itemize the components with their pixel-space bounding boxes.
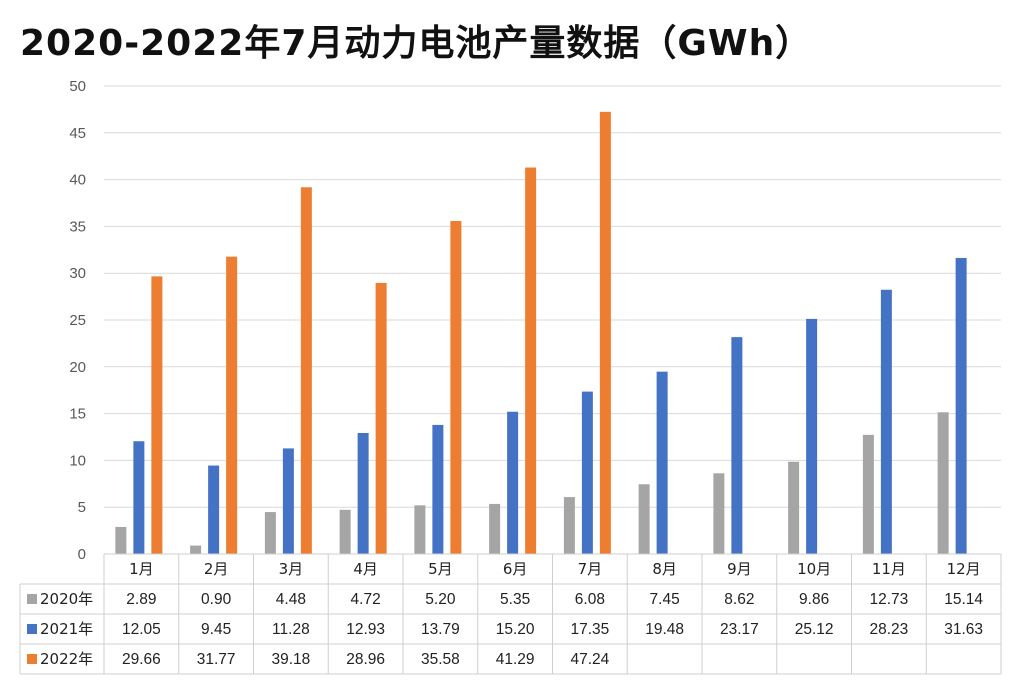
- legend-label: 2020年: [40, 590, 93, 608]
- bar-2022年-3月: [300, 187, 312, 554]
- data-label: 6.08: [575, 591, 605, 608]
- data-label: 19.48: [645, 621, 684, 638]
- bar-2021年-7月: [581, 391, 593, 554]
- data-label: 8.62: [724, 591, 754, 608]
- y-tick-label: 45: [69, 125, 86, 142]
- bar-2020年-8月: [638, 484, 650, 554]
- bar-2022年-4月: [375, 282, 387, 554]
- bar-2021年-4月: [357, 432, 369, 554]
- bar-2021年-3月: [282, 448, 294, 554]
- bar-2021年-9月: [731, 337, 743, 554]
- data-label: 15.20: [496, 621, 535, 638]
- data-label: 28.23: [869, 621, 908, 638]
- bar-2020年-3月: [264, 512, 276, 554]
- data-label: 28.96: [346, 651, 385, 668]
- gridlines: [104, 85, 1001, 555]
- data-label: 31.63: [944, 621, 983, 638]
- data-table: 1月 2月 3月 4月 5月 6月 7月 8月 9月 10月 11月 12月 2020年 2.89 0.90…: [19, 553, 1002, 675]
- data-label: 17.35: [570, 621, 609, 638]
- data-label: 23.17: [720, 621, 759, 638]
- y-tick-label: 20: [69, 359, 86, 376]
- data-label: 4.72: [351, 591, 381, 608]
- bar-2020年-5月: [414, 505, 426, 554]
- x-tick-label: 11月: [872, 560, 906, 578]
- legend-label: 2021年: [40, 620, 93, 638]
- y-tick-label: 40: [69, 172, 86, 189]
- x-tick-label: 1月: [129, 560, 154, 578]
- data-label: 4.48: [276, 591, 306, 608]
- x-tick-label: 3月: [279, 560, 304, 578]
- y-tick-label: 50: [69, 78, 86, 95]
- data-label: 2.89: [126, 591, 156, 608]
- data-label: 31.77: [197, 651, 236, 668]
- x-tick-label: 10月: [797, 560, 831, 578]
- data-label: 12.93: [346, 621, 385, 638]
- data-label: 13.79: [421, 621, 460, 638]
- legend-swatch-2020年: [27, 594, 37, 604]
- chart-title: 2020-2022年7月动力电池产量数据（GWh）: [20, 23, 813, 64]
- data-label: 41.29: [496, 651, 535, 668]
- legend-swatch-2022年: [27, 654, 37, 664]
- bars: [115, 111, 967, 555]
- bar-2021年-8月: [656, 371, 668, 554]
- data-label: 5.35: [500, 591, 530, 608]
- x-tick-label: 2月: [204, 560, 229, 578]
- data-label: 9.45: [201, 621, 231, 638]
- y-tick-label: 35: [69, 218, 86, 235]
- y-tick-label: 15: [69, 406, 86, 423]
- bar-2020年-2月: [190, 545, 202, 554]
- x-tick-label: 8月: [652, 560, 677, 578]
- y-tick-label: 30: [69, 265, 86, 282]
- bar-2020年-7月: [563, 497, 575, 554]
- bar-2020年-10月: [788, 461, 800, 554]
- x-tick-label: 12月: [947, 560, 981, 578]
- bar-2022年-5月: [450, 220, 462, 555]
- legend-swatch-2021年: [27, 624, 37, 634]
- bar-2021年-11月: [880, 289, 892, 554]
- data-label: 7.45: [650, 591, 680, 608]
- bar-2021年-2月: [208, 465, 220, 554]
- bar-2022年-2月: [226, 256, 238, 554]
- bar-2022年-6月: [525, 167, 537, 554]
- bar-2020年-11月: [862, 434, 874, 554]
- bar-2021年-10月: [806, 318, 818, 554]
- bar-2020年-12月: [937, 412, 949, 554]
- y-axis: 0 5 10 15 20 25 30 35 40 45 50: [69, 78, 86, 563]
- x-tick-label: 4月: [353, 560, 378, 578]
- y-tick-label: 0: [78, 546, 86, 563]
- data-label: 5.20: [425, 591, 456, 608]
- data-label: 12.05: [122, 621, 161, 638]
- x-tick-label: 6月: [503, 560, 528, 578]
- data-label: 29.66: [122, 651, 161, 668]
- x-tick-label: 7月: [578, 560, 603, 578]
- bar-2021年-5月: [432, 424, 444, 554]
- x-tick-label: 5月: [428, 560, 453, 578]
- y-tick-label: 10: [69, 452, 86, 469]
- data-label: 39.18: [271, 651, 310, 668]
- data-label: 47.24: [570, 651, 609, 668]
- data-label: 9.86: [799, 591, 829, 608]
- bar-2022年-1月: [151, 276, 163, 554]
- data-label: 12.73: [869, 591, 908, 608]
- bar-2021年-1月: [133, 441, 145, 554]
- bar-2022年-7月: [599, 111, 611, 554]
- bar-2020年-9月: [713, 473, 725, 554]
- data-label: 25.12: [795, 621, 834, 638]
- legend-label: 2022年: [40, 650, 93, 668]
- bar-2020年-1月: [115, 526, 127, 554]
- bar-2020年-4月: [339, 509, 351, 554]
- y-tick-label: 5: [78, 499, 86, 516]
- data-label: 0.90: [201, 591, 232, 608]
- data-label: 35.58: [421, 651, 460, 668]
- data-label: 11.28: [272, 621, 310, 638]
- x-tick-label: 9月: [727, 560, 752, 578]
- bar-2021年-12月: [955, 257, 967, 554]
- data-label: 15.14: [944, 591, 983, 608]
- bar-2021年-6月: [507, 411, 519, 554]
- y-tick-label: 25: [69, 312, 86, 329]
- bar-2020年-6月: [489, 503, 501, 554]
